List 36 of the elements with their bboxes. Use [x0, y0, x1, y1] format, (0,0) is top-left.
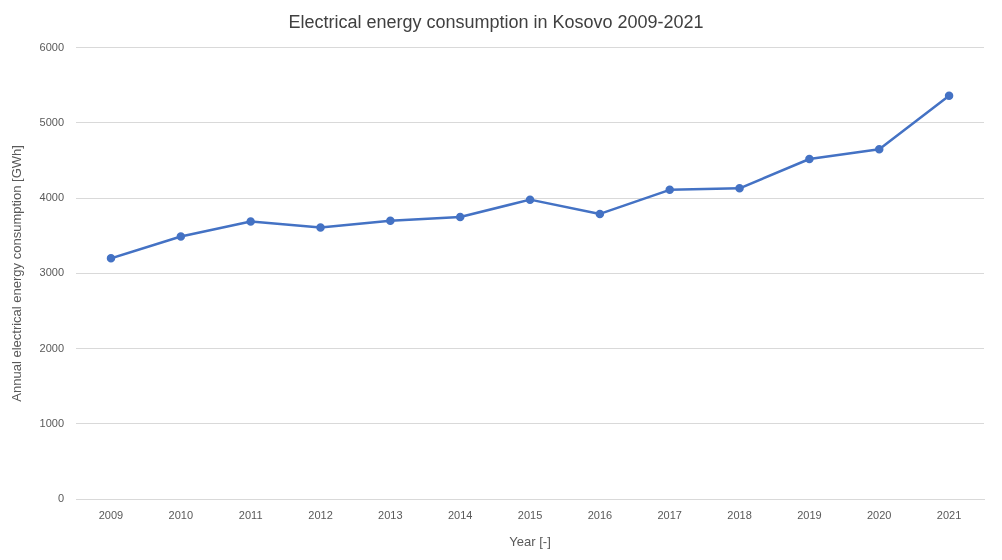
y-axis-title: Annual electrical energy consumption [GWh] [9, 145, 25, 402]
x-tick-label: 2009 [98, 508, 124, 521]
point [246, 217, 255, 226]
x-tick-label: 2011 [238, 508, 263, 521]
y-tick-label: 0 [57, 492, 65, 505]
point [805, 154, 814, 164]
point [944, 91, 954, 101]
x-tick-label: 2020 [867, 508, 892, 521]
point [455, 212, 465, 222]
y-tick-label: 3000 [39, 266, 65, 279]
x-tick-label: 2018 [727, 508, 752, 521]
x-tick-label: 2015 [517, 508, 543, 521]
y-tick-label: 2000 [39, 341, 65, 354]
point [595, 209, 605, 219]
chart-title: Electrical energy consumption in Kosovo 2009-2021 [288, 11, 704, 32]
x-tick-label: 2019 [797, 508, 822, 521]
point [316, 223, 325, 232]
x-tick-label: 2017 [657, 508, 682, 521]
x-tick-label: 2016 [587, 508, 613, 521]
point [106, 254, 116, 263]
point [525, 195, 535, 204]
x-tick-label: 2021 [936, 508, 962, 521]
point [874, 144, 884, 154]
y-tick-label: 4000 [39, 191, 65, 204]
x-tick-label: 2013 [378, 508, 403, 521]
point [176, 232, 186, 241]
point [735, 184, 744, 193]
x-axis-title: Year [-] [509, 533, 551, 549]
y-tick-label: 5000 [39, 115, 65, 128]
x-tick-label: 2014 [447, 508, 473, 521]
x-tick-label: 2010 [168, 508, 194, 521]
y-tick-label: 6000 [39, 40, 65, 53]
point [665, 185, 674, 195]
y-tick-label: 1000 [39, 416, 65, 429]
point [386, 216, 395, 225]
x-tick-label: 2012 [308, 508, 333, 521]
